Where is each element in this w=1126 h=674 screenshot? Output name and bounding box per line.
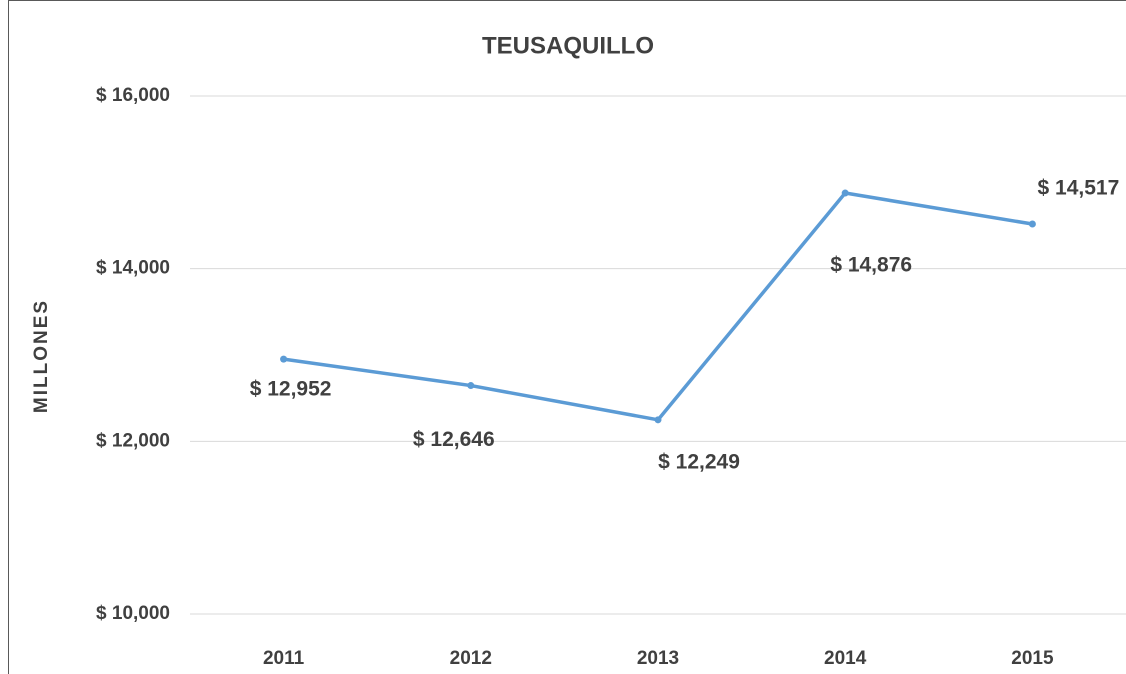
- data-label: $ 12,249: [658, 450, 740, 473]
- y-axis-label: MILLONES: [31, 299, 52, 413]
- data-point: [654, 416, 662, 424]
- x-tick-label: 2011: [263, 648, 305, 669]
- y-tick-label: $ 14,000: [96, 258, 170, 279]
- chart-title: TEUSAQUILLO: [482, 32, 654, 59]
- data-point: [467, 382, 475, 390]
- x-tick-label: 2013: [637, 648, 679, 669]
- chart-border: [8, 0, 1126, 674]
- x-tick-label: 2012: [450, 648, 492, 669]
- y-tick-label: $ 10,000: [96, 603, 170, 624]
- x-tick-label: 2015: [1011, 648, 1054, 669]
- x-tick-label: 2014: [824, 648, 867, 669]
- data-label: $ 12,952: [250, 378, 332, 401]
- data-label: $ 14,876: [830, 254, 912, 277]
- data-point: [280, 355, 288, 363]
- data-label: $ 12,646: [413, 428, 495, 451]
- y-tick-label: $ 16,000: [96, 85, 170, 106]
- y-tick-label: $ 12,000: [96, 430, 170, 451]
- data-point: [841, 189, 849, 197]
- data-point: [1028, 220, 1036, 228]
- data-label: $ 14,517: [1038, 177, 1120, 200]
